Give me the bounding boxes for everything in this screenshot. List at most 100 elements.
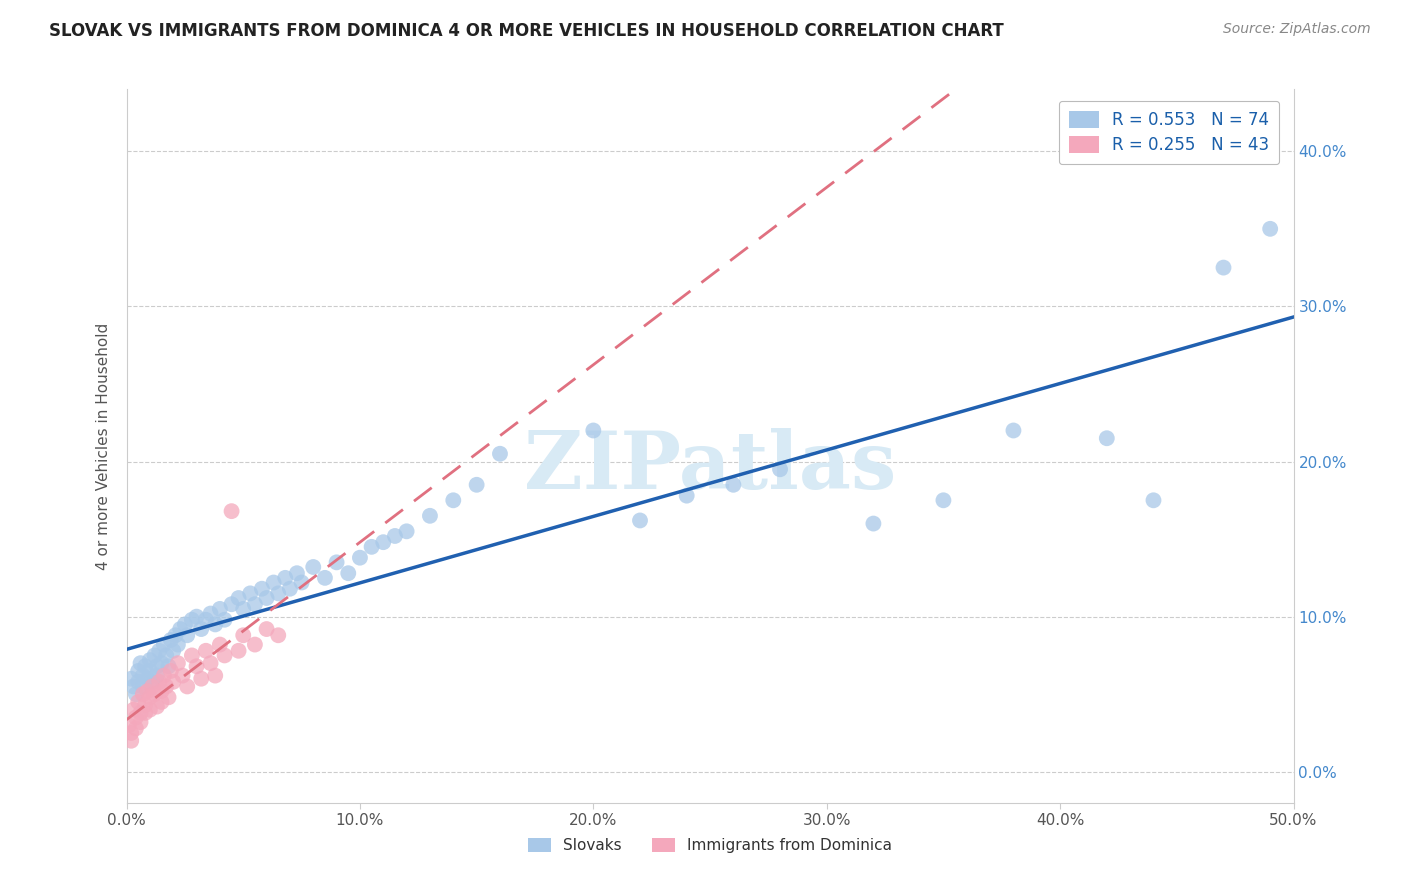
Point xyxy=(337,566,360,581)
Point xyxy=(221,597,243,611)
Point xyxy=(172,668,194,682)
Point xyxy=(214,648,236,663)
Point xyxy=(180,613,202,627)
Text: ZIPatlas: ZIPatlas xyxy=(524,428,896,507)
Point xyxy=(157,690,180,705)
Text: SLOVAK VS IMMIGRANTS FROM DOMINICA 4 OR MORE VEHICLES IN HOUSEHOLD CORRELATION C: SLOVAK VS IMMIGRANTS FROM DOMINICA 4 OR … xyxy=(49,22,1004,40)
Point xyxy=(285,566,308,581)
Point xyxy=(150,684,173,698)
Point xyxy=(267,586,290,600)
Point xyxy=(125,687,148,701)
Point xyxy=(136,684,159,698)
Point xyxy=(243,638,266,652)
Point xyxy=(204,668,226,682)
Point xyxy=(127,695,149,709)
Point xyxy=(228,591,250,605)
Legend: Slovaks, Immigrants from Dominica: Slovaks, Immigrants from Dominica xyxy=(522,832,898,859)
Point xyxy=(160,632,183,647)
Point xyxy=(1258,222,1281,236)
Point xyxy=(132,668,155,682)
Point xyxy=(256,622,278,636)
Point xyxy=(489,447,512,461)
Point xyxy=(250,582,273,596)
Point xyxy=(194,644,217,658)
Point xyxy=(120,672,142,686)
Point xyxy=(139,664,162,678)
Point xyxy=(143,687,166,701)
Point xyxy=(150,656,173,670)
Point xyxy=(153,638,176,652)
Point xyxy=(125,710,148,724)
Point xyxy=(139,653,162,667)
Point xyxy=(256,591,278,605)
Point xyxy=(127,674,149,689)
Point xyxy=(675,489,697,503)
Point xyxy=(153,668,176,682)
Point xyxy=(228,644,250,658)
Point xyxy=(157,659,180,673)
Point xyxy=(176,680,198,694)
Point xyxy=(132,680,155,694)
Point xyxy=(243,597,266,611)
Point xyxy=(769,462,792,476)
Point xyxy=(125,722,148,736)
Point xyxy=(146,699,169,714)
Point xyxy=(232,602,254,616)
Point xyxy=(862,516,884,531)
Point xyxy=(176,628,198,642)
Point xyxy=(134,659,156,673)
Point xyxy=(1142,493,1164,508)
Point xyxy=(155,680,177,694)
Point xyxy=(208,602,231,616)
Point xyxy=(274,571,297,585)
Point xyxy=(148,674,170,689)
Point xyxy=(186,609,208,624)
Point xyxy=(628,513,651,527)
Point xyxy=(267,628,290,642)
Point xyxy=(1095,431,1118,445)
Point xyxy=(120,726,142,740)
Point xyxy=(221,504,243,518)
Y-axis label: 4 or more Vehicles in Household: 4 or more Vehicles in Household xyxy=(96,322,111,570)
Point xyxy=(204,617,226,632)
Point xyxy=(129,706,152,720)
Point xyxy=(167,656,190,670)
Point xyxy=(441,493,464,508)
Point xyxy=(325,555,347,569)
Point xyxy=(932,493,955,508)
Point xyxy=(582,424,605,438)
Point xyxy=(146,659,169,673)
Point xyxy=(384,529,406,543)
Point xyxy=(174,617,197,632)
Point xyxy=(139,703,162,717)
Point xyxy=(278,582,301,596)
Point xyxy=(162,644,184,658)
Point xyxy=(122,703,145,717)
Point xyxy=(148,644,170,658)
Point xyxy=(167,638,190,652)
Point xyxy=(314,571,336,585)
Point xyxy=(160,664,183,678)
Point xyxy=(143,648,166,663)
Point xyxy=(129,656,152,670)
Point xyxy=(200,607,222,621)
Point xyxy=(186,659,208,673)
Point xyxy=(373,535,395,549)
Point xyxy=(134,706,156,720)
Point xyxy=(150,695,173,709)
Point xyxy=(208,638,231,652)
Point xyxy=(118,718,141,732)
Point xyxy=(180,648,202,663)
Point xyxy=(1212,260,1234,275)
Point xyxy=(141,674,163,689)
Point xyxy=(132,687,155,701)
Point xyxy=(1002,424,1025,438)
Point xyxy=(263,575,285,590)
Point xyxy=(302,560,325,574)
Point xyxy=(200,656,222,670)
Point xyxy=(155,648,177,663)
Point xyxy=(129,715,152,730)
Point xyxy=(162,674,184,689)
Point xyxy=(419,508,441,523)
Point xyxy=(290,575,312,590)
